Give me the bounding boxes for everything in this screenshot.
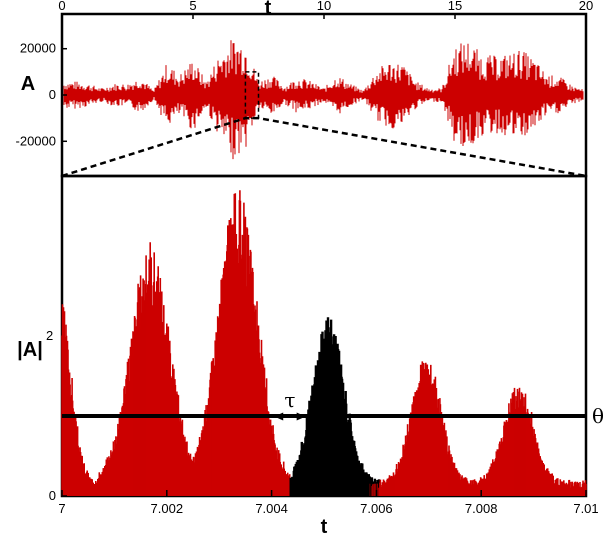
tau-arrow-head-right (296, 412, 306, 421)
bottom-x-ticks: 7 7.002 7.004 7.006 7.008 7.01 (58, 490, 599, 516)
top-x-axis-label: t (265, 0, 272, 19)
bottom-y-tick-label: 0 (49, 488, 56, 503)
bottom-x-tick-label: 7.004 (255, 501, 288, 516)
bottom-panel: 7 7.002 7.004 7.006 7.008 7.01 0 θ τ t |A| 2 (17, 174, 604, 538)
bottom-bars (61, 190, 587, 496)
bottom-x-tick-label: 7.006 (360, 501, 393, 516)
top-x-tick-label: 5 (189, 0, 196, 13)
tau-arrow-head-left (274, 412, 284, 421)
threshold-label: θ (592, 404, 604, 428)
zoom-box (244, 71, 260, 119)
bottom-x-tick-label: 7.002 (151, 501, 184, 516)
bottom-x-axis-label: t (321, 516, 328, 538)
top-y-tick-label: -20000 (16, 133, 56, 148)
signal-trace (63, 40, 584, 160)
zoom-projection-lines (61, 116, 587, 178)
bottom-x-tick-label: 7.01 (573, 501, 598, 516)
top-signal-trace (63, 40, 584, 160)
top-y-tick-label: 20000 (20, 41, 56, 56)
bottom-y-ticks: 0 (49, 488, 67, 503)
top-x-tick-label: 0 (58, 0, 65, 13)
bottom-x-tick-label: 7 (58, 501, 65, 516)
top-x-tick-label: 10 (317, 0, 331, 13)
tau-label: τ (284, 388, 295, 412)
bottom-y-axis-superscript: 2 (46, 328, 53, 343)
top-y-tick-label: 0 (49, 87, 56, 102)
top-panel: 0 5 10 15 20 20000 0 -20000 t A (16, 0, 593, 178)
top-x-tick-label: 15 (448, 0, 462, 13)
top-y-ticks: 20000 0 -20000 (16, 41, 67, 148)
top-x-ticks: 0 5 10 15 20 (58, 0, 593, 19)
top-x-tick-label: 20 (579, 0, 593, 13)
bottom-x-tick-label: 7.008 (465, 501, 498, 516)
top-y-axis-label: A (21, 73, 35, 95)
tau-arrow (274, 412, 306, 421)
bottom-y-axis-label: |A| (17, 339, 43, 361)
